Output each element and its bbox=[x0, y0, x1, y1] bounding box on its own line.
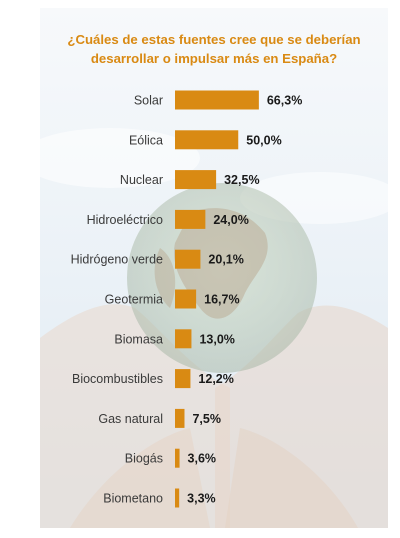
chart-title-line-2: desarrollar o impulsar más en España? bbox=[90, 51, 338, 66]
value-label-biocombustibles: 12,2% bbox=[198, 372, 233, 386]
value-label-biomasa: 13,0% bbox=[199, 332, 234, 346]
category-label-biogas: Biogás bbox=[125, 452, 163, 466]
bar-solar bbox=[175, 90, 259, 110]
category-label-biocombustibles: Biocombustibles bbox=[72, 372, 163, 386]
category-label-hidrogeno-verde: Hidrógeno verde bbox=[71, 253, 163, 267]
value-label-geotermia: 16,7% bbox=[204, 293, 239, 307]
value-label-solar: 66,3% bbox=[267, 94, 302, 108]
value-label-eolica: 50,0% bbox=[246, 133, 281, 147]
bar-nuclear bbox=[175, 170, 217, 190]
bar-biometano bbox=[175, 488, 180, 508]
chart-panel: ¿Cuáles de estas fuentes cree que se deb… bbox=[40, 8, 388, 528]
chart-title-line-1: ¿Cuáles de estas fuentes cree que se deb… bbox=[67, 32, 361, 47]
bar-biomasa bbox=[175, 329, 192, 349]
category-label-hidroelectrico: Hidroeléctrico bbox=[87, 213, 163, 227]
bar-chart: Solar 66,3% Eólica 50,0% Nuclear 32,5% Hidroel… bbox=[71, 90, 302, 508]
chart-title: ¿Cuáles de estas fuentes cree que se deb… bbox=[40, 30, 388, 68]
category-label-biometano: Biometano bbox=[103, 492, 163, 506]
category-label-nuclear: Nuclear bbox=[120, 173, 163, 187]
bar-biogas bbox=[175, 448, 180, 468]
bar-eolica bbox=[175, 130, 239, 150]
category-label-solar: Solar bbox=[134, 94, 163, 108]
category-label-biomasa: Biomasa bbox=[114, 332, 163, 346]
bar-gas-natural bbox=[175, 408, 185, 428]
bar-biocombustibles bbox=[175, 369, 191, 389]
bar-hidroelectrico bbox=[175, 209, 206, 229]
value-label-hidroelectrico: 24,0% bbox=[213, 213, 248, 227]
value-label-biometano: 3,3% bbox=[187, 492, 216, 506]
category-label-geotermia: Geotermia bbox=[105, 293, 163, 307]
value-label-nuclear: 32,5% bbox=[224, 173, 259, 187]
bar-hidrogeno-verde bbox=[175, 249, 201, 269]
value-label-hidrogeno-verde: 20,1% bbox=[208, 253, 243, 267]
category-label-gas-natural: Gas natural bbox=[98, 412, 163, 426]
value-label-gas-natural: 7,5% bbox=[192, 412, 221, 426]
category-label-eolica: Eólica bbox=[129, 133, 163, 147]
value-label-biogas: 3,6% bbox=[188, 452, 217, 466]
bar-geotermia bbox=[175, 289, 197, 309]
